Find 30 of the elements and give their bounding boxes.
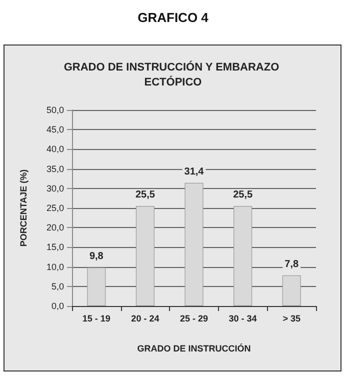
data-label: 31,4 <box>184 166 204 178</box>
data-label: 25,5 <box>233 190 253 201</box>
y-tick-label: 10,0 <box>46 262 64 272</box>
data-label: 7,8 <box>284 258 299 270</box>
bar <box>136 206 154 306</box>
chart-title: GRAFICO 4 <box>138 10 210 25</box>
y-tick-label: 50,0 <box>46 105 64 115</box>
data-label: 9,8 <box>89 251 104 262</box>
x-axis-title: GRADO DE INSTRUCCIÓN <box>137 344 251 354</box>
bar <box>282 275 301 306</box>
data-label: 25,5 <box>135 190 156 201</box>
y-tick-label: 20,0 <box>46 222 64 233</box>
y-tick-label: 0,0 <box>51 301 64 311</box>
y-tick-label: 25,0 <box>46 203 64 213</box>
y-tick-label: 35,0 <box>46 164 64 174</box>
y-axis-title: PORCENTAJE (%) <box>18 169 28 247</box>
x-tick-label: 25 - 29 <box>180 314 208 324</box>
x-tick-label: 20 - 24 <box>131 314 160 324</box>
x-tick-label: 15 - 19 <box>82 314 110 324</box>
x-tick-label: > 35 <box>282 314 300 324</box>
bar <box>87 268 106 306</box>
x-tick-label: 30 - 34 <box>228 314 257 324</box>
bar <box>234 206 252 306</box>
y-tick-label: 5,0 <box>51 281 64 292</box>
y-tick-label: 45,0 <box>46 124 64 135</box>
bar <box>184 182 204 306</box>
y-tick-label: 40,0 <box>46 144 64 154</box>
chart-subtitle: GRADO DE INSTRUCCIÓN Y EMBARAZO ECTÓPICO <box>64 60 282 88</box>
y-tick-label: 15,0 <box>46 242 64 252</box>
y-tick-label: 30,0 <box>46 183 64 194</box>
